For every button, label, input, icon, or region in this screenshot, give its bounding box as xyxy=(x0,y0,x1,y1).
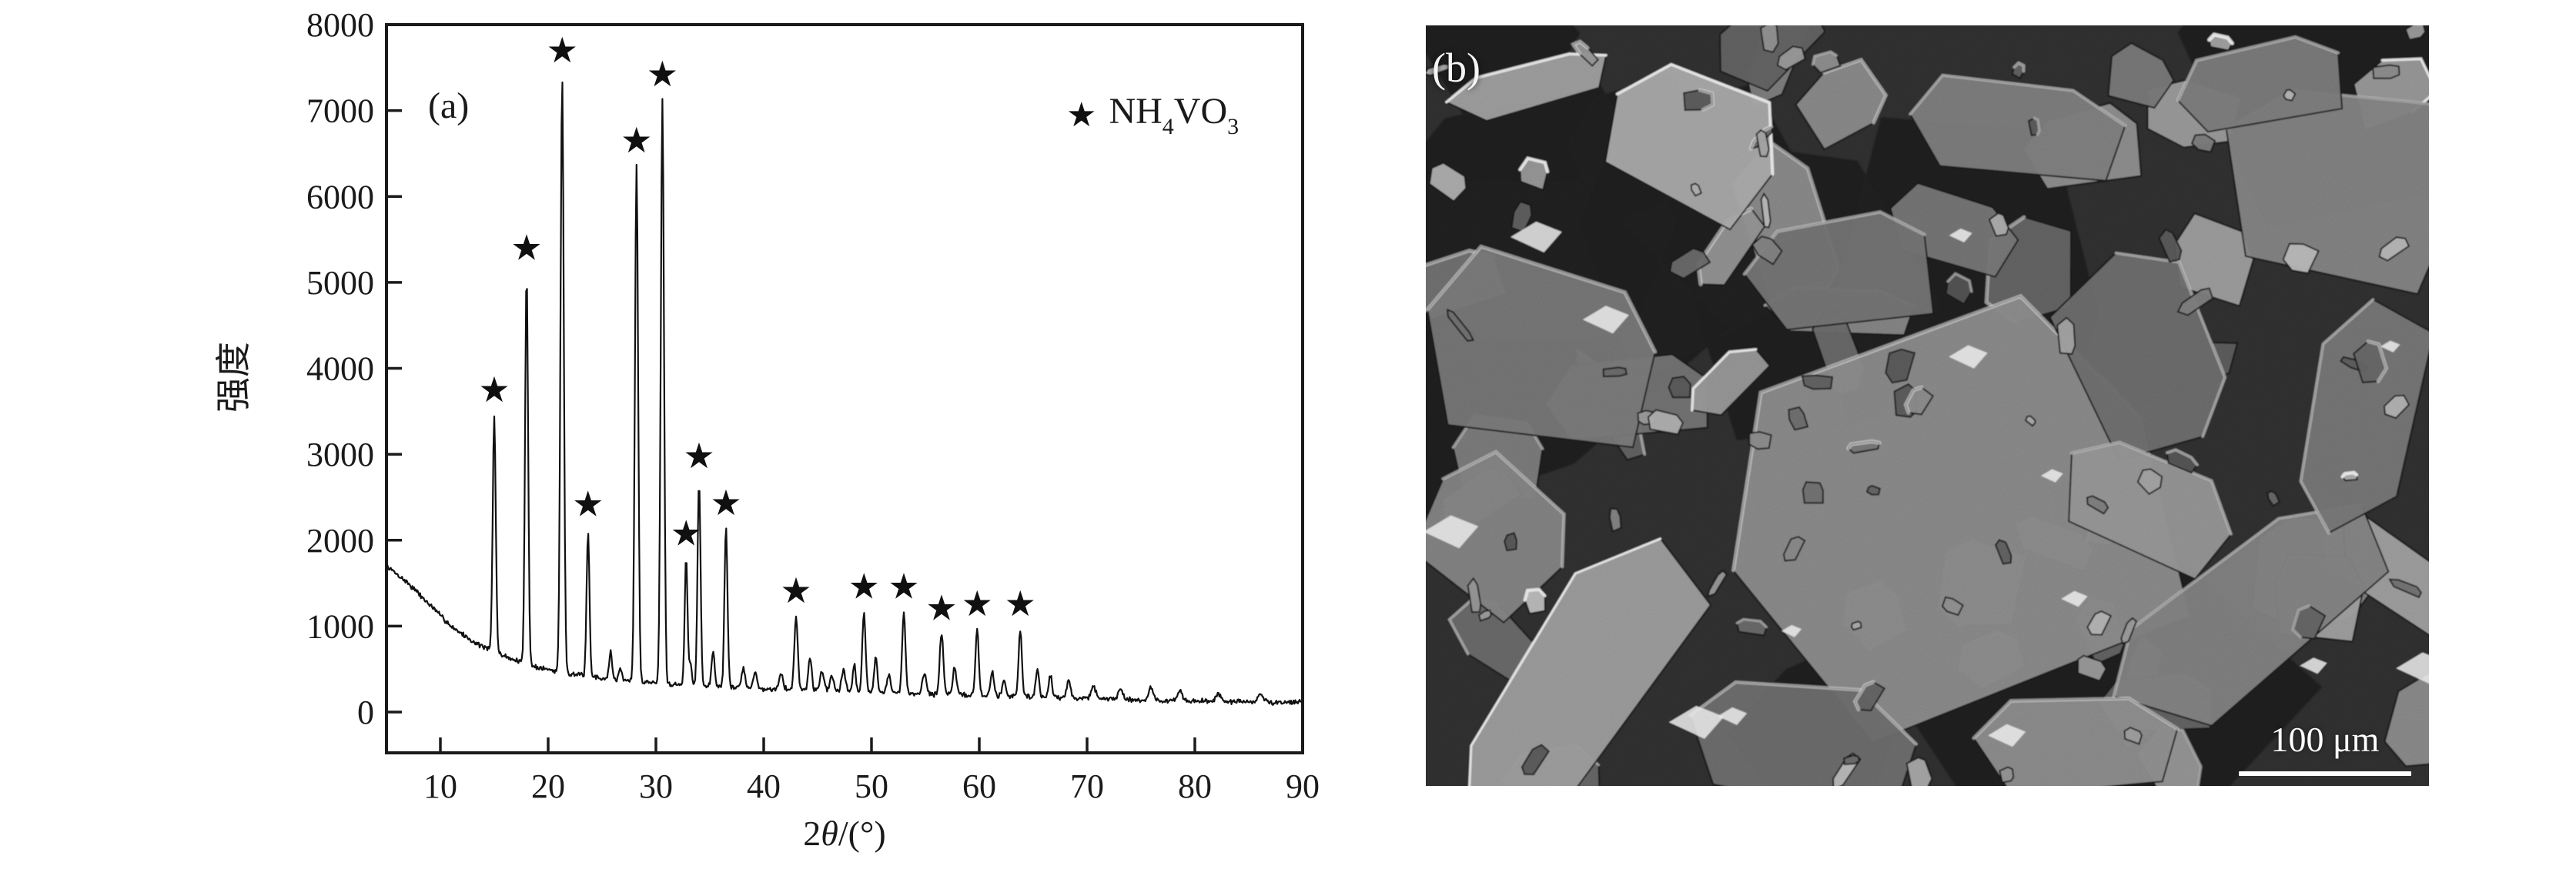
peak-star-icon: ★ xyxy=(572,483,604,524)
y-tick-label: 0 xyxy=(357,694,374,731)
x-tick-label: 60 xyxy=(962,767,996,805)
x-tick-label: 80 xyxy=(1178,767,1212,805)
panel-a-label: (a) xyxy=(428,85,470,126)
y-tick-label: 2000 xyxy=(306,522,374,560)
y-tick-label: 7000 xyxy=(306,92,374,130)
peak-star-icon: ★ xyxy=(510,227,542,269)
sem-grain-overlay xyxy=(1426,25,2429,786)
peak-star-icon: ★ xyxy=(478,369,510,410)
peak-star-icon: ★ xyxy=(671,512,702,553)
star-icon: ★ xyxy=(1066,95,1097,135)
legend-formula-base2: VO xyxy=(1173,90,1228,132)
scale-bar-label: 100 μm xyxy=(2270,720,2380,759)
peak-star-icon: ★ xyxy=(647,53,678,95)
x-tick-label: 10 xyxy=(423,767,457,805)
y-axis-label: 强度 xyxy=(214,342,253,413)
x-tick-label: 70 xyxy=(1070,767,1104,805)
x-axis-label-suffix: /(°) xyxy=(838,814,886,853)
legend: ★ NH4VO3 xyxy=(1066,91,1239,140)
y-tick-label: 1000 xyxy=(306,607,374,645)
y-tick-label: 5000 xyxy=(306,264,374,302)
x-tick-label: 20 xyxy=(531,767,565,805)
peak-star-icon: ★ xyxy=(683,435,714,476)
peak-star-icon: ★ xyxy=(780,570,811,611)
x-tick-label: 50 xyxy=(855,767,888,805)
legend-formula-sub1: 4 xyxy=(1162,113,1174,139)
plot-frame xyxy=(385,23,1304,754)
peak-star-icon: ★ xyxy=(621,119,652,161)
legend-formula-base1: NH xyxy=(1109,90,1163,132)
xrd-trace xyxy=(386,81,1303,706)
scale-bar xyxy=(2239,771,2411,776)
y-tick-label: 8000 xyxy=(306,6,374,44)
y-tick-label: 4000 xyxy=(306,350,374,388)
sem-panel: (b) 100 μm xyxy=(1426,25,2429,786)
peak-star-icon: ★ xyxy=(710,482,741,523)
peak-star-icon: ★ xyxy=(1005,583,1036,624)
x-axis-label-prefix: 2 xyxy=(803,814,821,853)
x-tick-label: 90 xyxy=(1286,767,1320,805)
y-tick-label: 6000 xyxy=(306,178,374,216)
peak-star-icon: ★ xyxy=(962,583,993,624)
y-tick-label: 3000 xyxy=(306,436,374,473)
x-axis-label-theta: θ xyxy=(821,814,838,853)
x-tick-label: 40 xyxy=(747,767,781,805)
panel-b-label: (b) xyxy=(1432,45,1480,91)
legend-label: NH4VO3 xyxy=(1109,90,1239,139)
x-tick-label: 30 xyxy=(639,767,673,805)
peak-star-icon: ★ xyxy=(925,587,957,628)
x-axis-label: 2θ/(°) xyxy=(729,813,960,854)
peak-star-icon: ★ xyxy=(848,566,880,607)
sem-micrograph xyxy=(1426,25,2429,786)
xrd-chart: 10 20 30 40 50 60 70 80 90 0 1000 2000 3000 4000 5000 6… xyxy=(306,6,1320,805)
peak-star-icon: ★ xyxy=(888,566,919,607)
legend-formula-sub2: 3 xyxy=(1227,113,1239,139)
peak-star-icon: ★ xyxy=(547,29,578,71)
